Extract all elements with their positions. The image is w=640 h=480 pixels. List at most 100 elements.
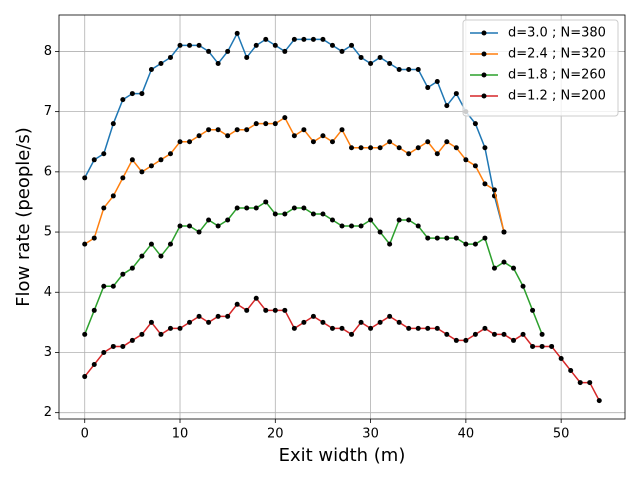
point-marker — [482, 235, 488, 241]
point-marker — [291, 36, 297, 42]
point-marker — [472, 331, 478, 337]
point-marker — [310, 139, 316, 145]
y-axis-label: Flow rate (people/s) — [13, 127, 34, 307]
point-marker — [396, 319, 402, 325]
point-marker — [215, 223, 221, 229]
point-marker — [482, 325, 488, 331]
legend-label: d=2.4 ; N=320 — [508, 47, 606, 62]
point-marker — [349, 145, 355, 151]
point-marker — [530, 307, 536, 313]
point-marker — [320, 319, 326, 325]
point-marker — [425, 139, 431, 145]
point-marker — [234, 205, 240, 211]
point-marker — [587, 380, 593, 386]
point-marker — [82, 241, 88, 247]
point-marker — [272, 211, 278, 217]
x-tick-label: 0 — [81, 427, 89, 442]
point-marker — [187, 319, 193, 325]
point-marker — [225, 217, 231, 223]
point-marker — [158, 331, 164, 337]
point-marker — [177, 223, 183, 229]
x-tick-label: 20 — [267, 427, 284, 442]
point-marker — [215, 313, 221, 319]
point-marker — [215, 60, 221, 66]
point-marker — [320, 36, 326, 42]
point-marker — [291, 325, 297, 331]
point-marker — [91, 235, 97, 241]
legend-label: d=1.2 ; N=200 — [508, 89, 606, 104]
point-marker — [244, 205, 250, 211]
point-marker — [177, 42, 183, 48]
y-tick-label: 2 — [44, 405, 52, 420]
point-marker — [434, 151, 440, 157]
point-marker — [148, 163, 154, 169]
point-marker — [396, 217, 402, 223]
point-marker — [453, 91, 459, 97]
point-marker — [301, 205, 307, 211]
point-marker — [329, 139, 335, 145]
point-marker — [187, 139, 193, 145]
point-marker — [253, 121, 259, 127]
point-marker — [253, 205, 259, 211]
plot-frame — [58, 14, 626, 420]
point-marker — [272, 42, 278, 48]
point-marker — [482, 145, 488, 151]
point-marker — [320, 133, 326, 139]
point-marker — [167, 151, 173, 157]
legend-marker — [481, 93, 487, 99]
point-marker — [349, 331, 355, 337]
point-marker — [520, 283, 526, 289]
point-marker — [377, 229, 383, 235]
point-marker — [577, 380, 583, 386]
point-marker — [434, 325, 440, 331]
point-marker — [206, 319, 212, 325]
point-marker — [406, 217, 412, 223]
point-marker — [596, 398, 602, 404]
point-marker — [158, 60, 164, 66]
point-marker — [263, 121, 269, 127]
point-marker — [415, 66, 421, 72]
point-marker — [358, 319, 364, 325]
point-marker — [425, 235, 431, 241]
point-marker — [101, 349, 107, 355]
point-marker — [282, 115, 288, 121]
point-marker — [358, 223, 364, 229]
point-marker — [215, 127, 221, 133]
point-marker — [82, 331, 88, 337]
point-marker — [472, 163, 478, 169]
point-marker — [91, 157, 97, 163]
legend-marker — [481, 51, 487, 57]
point-marker — [196, 313, 202, 319]
point-marker — [406, 66, 412, 72]
point-marker — [339, 325, 345, 331]
point-marker — [310, 211, 316, 217]
point-marker — [491, 331, 497, 337]
y-tick-label: 6 — [44, 164, 52, 179]
point-marker — [263, 36, 269, 42]
point-marker — [263, 307, 269, 313]
point-marker — [101, 151, 107, 157]
point-marker — [530, 343, 536, 349]
y-tick-label: 7 — [44, 104, 52, 119]
point-marker — [444, 235, 450, 241]
x-tick-label: 30 — [362, 427, 379, 442]
point-marker — [310, 36, 316, 42]
x-tick-label: 50 — [553, 427, 570, 442]
point-marker — [139, 331, 145, 337]
point-marker — [339, 223, 345, 229]
point-marker — [453, 337, 459, 343]
point-marker — [148, 319, 154, 325]
point-marker — [234, 127, 240, 133]
point-marker — [501, 259, 507, 265]
point-marker — [349, 223, 355, 229]
point-marker — [158, 253, 164, 259]
point-marker — [434, 235, 440, 241]
point-marker — [129, 337, 135, 343]
point-marker — [158, 157, 164, 163]
point-marker — [234, 301, 240, 307]
point-marker — [377, 319, 383, 325]
point-marker — [358, 145, 364, 151]
legend-label: d=3.0 ; N=380 — [508, 26, 606, 41]
point-marker — [368, 217, 374, 223]
point-marker — [339, 127, 345, 133]
